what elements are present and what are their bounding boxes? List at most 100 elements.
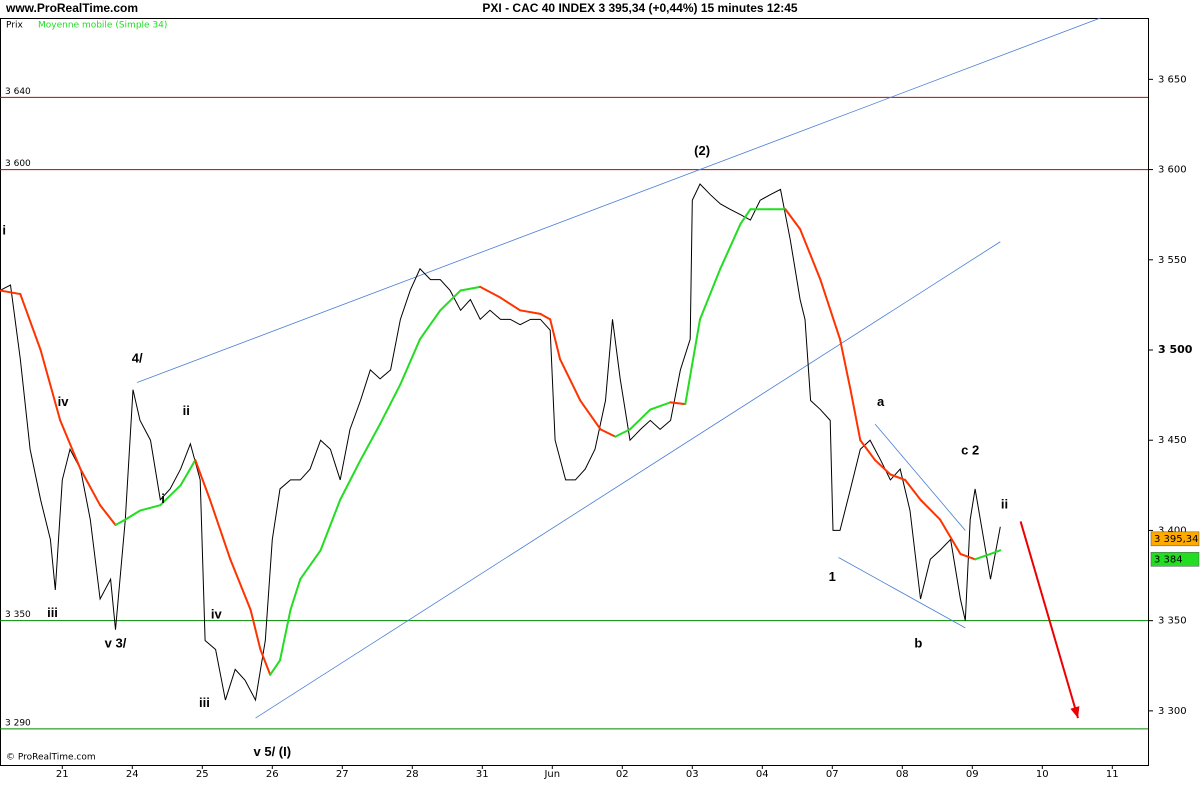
- x-tick-label: 02: [616, 769, 629, 780]
- moving-average: [684, 318, 701, 406]
- moving-average: [229, 558, 252, 611]
- plot-frame: [0, 18, 1149, 766]
- moving-average: [874, 459, 892, 476]
- moving-average: [539, 312, 552, 321]
- moving-average: [194, 459, 211, 501]
- price-tag-label: 3 384: [1154, 554, 1183, 565]
- moving-average: [559, 358, 582, 402]
- moving-average: [499, 296, 522, 312]
- wave-label: i: [161, 491, 165, 506]
- price-tag: [1150, 531, 1200, 547]
- wave-label: iv: [211, 607, 223, 622]
- trend-line: [137, 17, 1101, 383]
- level-label: 3 640: [5, 87, 31, 97]
- y-tick-label: 3 550: [1158, 255, 1187, 266]
- moving-average: [919, 498, 942, 521]
- legend-price: Prix: [6, 21, 23, 31]
- moving-average: [339, 459, 362, 501]
- x-tick-label: 31: [476, 769, 489, 780]
- wave-label: iii: [199, 695, 210, 710]
- moving-average: [974, 552, 992, 561]
- wave-label: v 5/ (I): [254, 744, 292, 759]
- price-tag-label: 3 395,34: [1154, 534, 1199, 545]
- moving-average: [799, 228, 822, 281]
- moving-average: [839, 338, 852, 391]
- moving-average: [579, 399, 602, 431]
- moving-average: [39, 349, 62, 422]
- x-tick-label: 24: [126, 769, 139, 780]
- site-name: www.ProRealTime.com: [5, 1, 138, 15]
- moving-average: [599, 428, 617, 438]
- chart-title: PXI - CAC 40 INDEX 3 395,34 (+0,44%) 15 …: [482, 1, 797, 15]
- moving-average: [939, 518, 962, 555]
- moving-average: [359, 422, 382, 462]
- moving-average: [859, 439, 876, 462]
- moving-average: [209, 498, 232, 561]
- x-tick-label: Jun: [543, 769, 560, 780]
- level-label: 3 600: [5, 159, 31, 169]
- moving-average: [649, 401, 672, 411]
- trend-line: [874, 423, 966, 531]
- wave-label: 4/: [132, 350, 143, 365]
- moving-average: [289, 578, 302, 611]
- moving-average: [479, 285, 502, 299]
- moving-average: [959, 552, 977, 561]
- moving-average: [399, 338, 421, 386]
- moving-average: [319, 498, 342, 552]
- moving-average: [849, 388, 862, 442]
- arrow-head: [1070, 706, 1080, 719]
- moving-average: [419, 309, 442, 341]
- moving-average: [59, 419, 82, 471]
- x-tick-label: 25: [196, 769, 209, 780]
- moving-average: [819, 278, 841, 341]
- x-tick-label: 08: [896, 769, 909, 780]
- x-tick-label: 11: [1106, 769, 1119, 780]
- x-tick-label: 07: [826, 769, 839, 780]
- wave-label: c 2: [961, 442, 979, 457]
- moving-average: [699, 267, 722, 321]
- wave-label: ii: [183, 403, 190, 418]
- x-tick-label: 09: [966, 769, 979, 780]
- moving-average: [719, 222, 742, 270]
- moving-average: [279, 608, 292, 662]
- level-label: 3 290: [5, 718, 31, 728]
- moving-average: [159, 484, 182, 507]
- moving-average: [459, 285, 482, 292]
- moving-average: [549, 318, 561, 361]
- y-tick-label: 3 450: [1158, 435, 1187, 446]
- moving-average: [669, 401, 687, 406]
- price-line: [0, 183, 1001, 702]
- moving-average: [989, 549, 1002, 555]
- moving-average: [99, 504, 117, 527]
- moving-average: [259, 648, 272, 676]
- wave-label: (2): [694, 143, 710, 158]
- moving-average: [139, 504, 162, 512]
- wave-label: iii: [47, 605, 58, 620]
- price-tag: [1150, 552, 1200, 567]
- wave-label: iv: [58, 394, 70, 409]
- moving-average: [114, 518, 127, 527]
- x-tick-label: 26: [266, 769, 279, 780]
- x-tick-label: 21: [56, 769, 69, 780]
- moving-average: [269, 659, 281, 676]
- moving-average: [0, 289, 22, 296]
- moving-average: [784, 208, 802, 231]
- copyright: © ProRealTime.com: [6, 753, 96, 763]
- x-tick-label: 27: [336, 769, 349, 780]
- y-tick-label: 3 500: [1158, 343, 1193, 356]
- wave-label: b: [914, 636, 922, 651]
- moving-average: [379, 383, 402, 425]
- level-label: 3 350: [5, 610, 31, 620]
- wave-label: 1: [829, 569, 836, 584]
- moving-average: [299, 549, 322, 581]
- x-tick-label: 04: [756, 769, 769, 780]
- y-tick-label: 3 600: [1158, 165, 1187, 176]
- moving-average: [124, 509, 141, 521]
- trend-line: [838, 557, 966, 629]
- y-tick-label: 3 300: [1158, 706, 1187, 717]
- moving-average: [904, 478, 922, 501]
- moving-average: [889, 473, 907, 481]
- x-tick-label: 10: [1036, 769, 1049, 780]
- x-tick-label: 28: [406, 769, 419, 780]
- wave-label: v 3/: [105, 636, 127, 651]
